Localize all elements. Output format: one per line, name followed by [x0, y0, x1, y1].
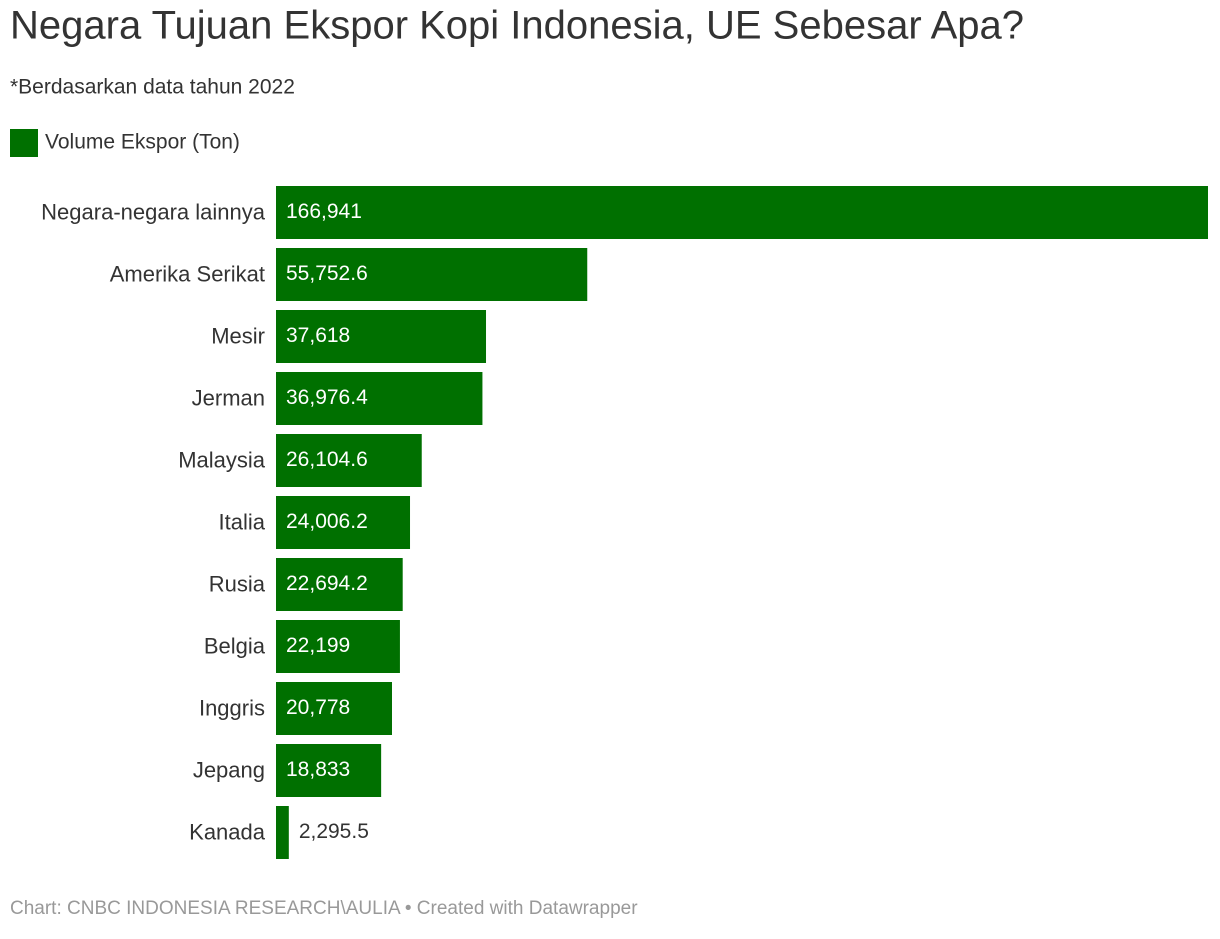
y-tick-label: Amerika Serikat — [110, 261, 265, 286]
y-tick-label: Kanada — [189, 819, 266, 844]
value-label: 22,694.2 — [286, 572, 368, 595]
value-label: 22,199 — [286, 634, 350, 657]
bar — [276, 620, 400, 673]
value-label: 55,752.6 — [286, 262, 368, 285]
value-label: 18,833 — [286, 758, 350, 781]
source-note: Chart: CNBC INDONESIA RESEARCH\AULIA • C… — [10, 898, 638, 919]
y-tick-label: Inggris — [199, 695, 265, 720]
y-tick-label: Jepang — [193, 757, 265, 782]
value-label: 26,104.6 — [286, 448, 368, 471]
value-label: 2,295.5 — [299, 820, 369, 843]
y-tick-label: Negara-negara lainnya — [41, 199, 266, 224]
bar — [276, 372, 483, 425]
y-tick-label: Malaysia — [178, 447, 266, 472]
chart-title: Negara Tujuan Ekspor Kopi Indonesia, UE … — [10, 4, 1024, 48]
value-label: 36,976.4 — [286, 386, 368, 409]
y-tick-label: Rusia — [209, 571, 266, 596]
chart-subtitle: *Berdasarkan data tahun 2022 — [10, 76, 295, 99]
value-label: 37,618 — [286, 324, 350, 347]
bar — [276, 744, 382, 797]
bar — [276, 682, 392, 735]
y-tick-label: Belgia — [204, 633, 266, 658]
bar — [276, 558, 403, 611]
bar — [276, 434, 422, 487]
y-tick-label: Jerman — [192, 385, 265, 410]
value-label: 24,006.2 — [286, 510, 368, 533]
value-label: 166,941 — [286, 200, 362, 223]
bar — [276, 806, 289, 859]
y-tick-label: Mesir — [211, 323, 265, 348]
y-tick-label: Italia — [219, 509, 266, 534]
bar — [276, 496, 411, 549]
bar — [276, 248, 588, 301]
bar — [276, 186, 1208, 239]
bar — [276, 310, 487, 363]
legend-label: Volume Ekspor (Ton) — [45, 131, 240, 154]
legend-swatch — [10, 129, 38, 157]
value-label: 20,778 — [286, 696, 350, 719]
